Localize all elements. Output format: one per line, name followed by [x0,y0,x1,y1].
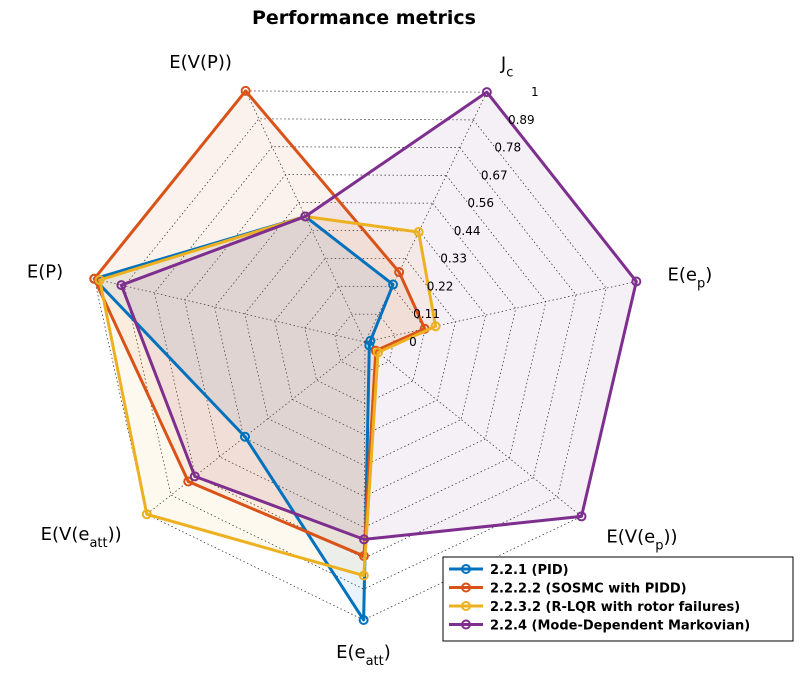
series-fill-layer [94,90,637,620]
data-point [413,227,424,238]
legend-entry: 2.2.2.2 (SOSMC with PIDD) [490,582,687,597]
data-point [365,335,376,346]
axis-label: E(ep) [668,265,713,292]
series-line-layer [89,85,642,625]
data-point [631,276,642,287]
legend: 2.2.1 (PID) 2.2.2.2 (SOSMC with PIDD) 2.2.… [442,556,794,642]
legend-swatch-marker [461,564,471,574]
data-point [358,570,369,581]
tick-label: 0.78 [494,141,521,155]
tick-label: 0.11 [413,307,440,321]
series-fill [94,216,394,620]
legend-entry: 2.2.3.2 (R-LQR with rotor failures) [490,600,740,615]
axis-label-layer: Jc E(ep) E(V(ep)) E(eatt) E(V(eatt)) E(P) E(V(… [27,52,712,669]
tick-label: 0.44 [454,224,481,238]
tick-label: 0.67 [481,168,508,182]
axis-label: E(V(P)) [169,52,232,73]
tick-label-layer: 0 0.11 0.22 0.33 0.44 0.56 0.67 0.78 0.89 1 [409,85,539,349]
data-point [430,321,441,332]
data-point [394,267,405,278]
data-point [239,431,250,442]
grid-ring [274,257,456,436]
data-point [358,614,369,625]
tick-label: 0.56 [467,196,494,210]
grid-ring [304,285,426,405]
series-line [119,90,638,541]
legend-entry: 2.2.1 (PID) [490,563,569,578]
data-point [364,340,375,351]
legend-swatch-marker [461,601,471,611]
grid-ring [214,202,517,497]
grid-ring [244,230,486,466]
data-point [372,347,383,358]
data-point [388,279,399,290]
tick-label: 0.89 [508,113,535,127]
grid-ring [154,146,577,559]
tick-label: 1 [531,85,539,99]
series-fill [99,216,436,576]
data-point [89,273,100,284]
series-line [92,89,427,558]
series-fill [121,92,637,540]
grid-ring [334,313,396,374]
axis-label: E(V(eatt)) [41,524,122,551]
series-line [98,214,438,578]
axis-label: E(eatt) [336,642,391,669]
data-point [141,509,152,520]
axis-label: E(V(ep)) [606,526,677,553]
tick-label: 0.33 [440,252,467,266]
data-point [481,87,492,98]
legend-box [442,556,794,642]
legend-swatch-marker [461,619,471,630]
data-point [240,85,251,96]
data-point [189,471,200,482]
legend-entry: 2.2.4 (Mode-Dependent Markovian) [490,619,750,634]
legend-swatch-marker [461,582,471,593]
data-point [183,476,194,487]
series-fill [94,90,425,557]
data-point [94,275,105,286]
axis-label: Jc [500,53,513,80]
data-point [576,511,587,522]
data-point [116,280,127,291]
axis-label: E(P) [27,262,63,283]
tick-label: 0.22 [427,279,454,293]
data-point [300,211,311,222]
data-point [359,534,370,545]
chart-title: Performance metrics [252,7,476,29]
tick-label: 0 [409,335,417,349]
